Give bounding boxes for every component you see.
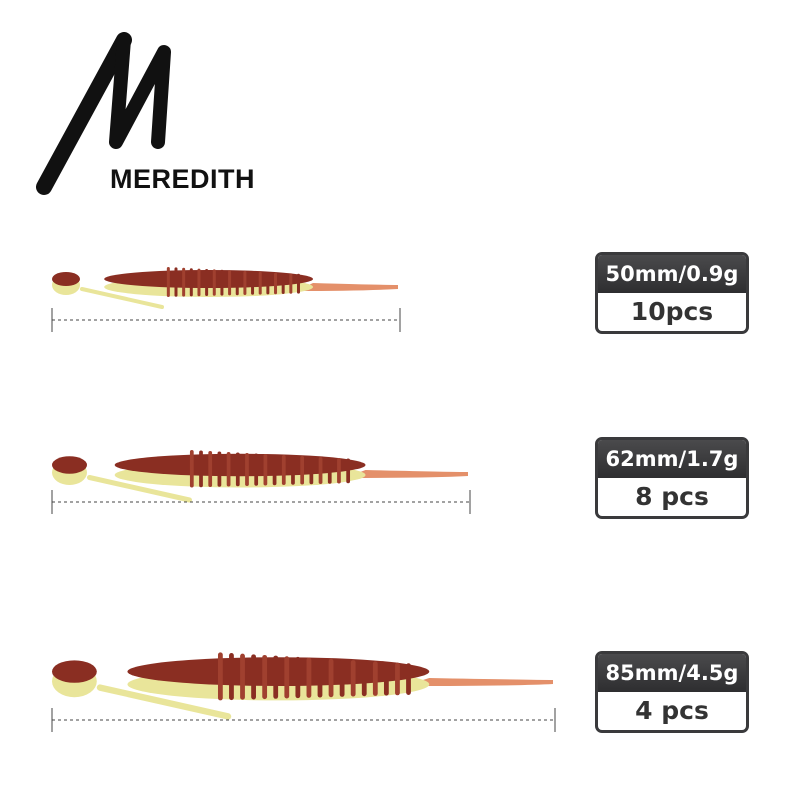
spec-size: 85mm/4.5g bbox=[598, 654, 746, 692]
meredith-logo-icon bbox=[36, 32, 171, 195]
spec-label-medium: 62mm/1.7g 8 pcs bbox=[595, 437, 749, 519]
lure-1 bbox=[51, 450, 471, 514]
spec-label-small: 50mm/0.9g 10pcs bbox=[595, 252, 749, 334]
spec-count: 4 pcs bbox=[635, 696, 709, 725]
spec-label-large: 85mm/4.5g 4 pcs bbox=[595, 651, 749, 733]
lure-0 bbox=[51, 267, 401, 332]
spec-count: 10pcs bbox=[630, 297, 714, 326]
spec-size: 50mm/0.9g bbox=[598, 255, 746, 293]
spec-count: 8 pcs bbox=[635, 482, 709, 511]
lure-2 bbox=[51, 652, 556, 732]
spec-size: 62mm/1.7g bbox=[598, 440, 746, 478]
brand-name: MEREDITH bbox=[110, 164, 255, 194]
